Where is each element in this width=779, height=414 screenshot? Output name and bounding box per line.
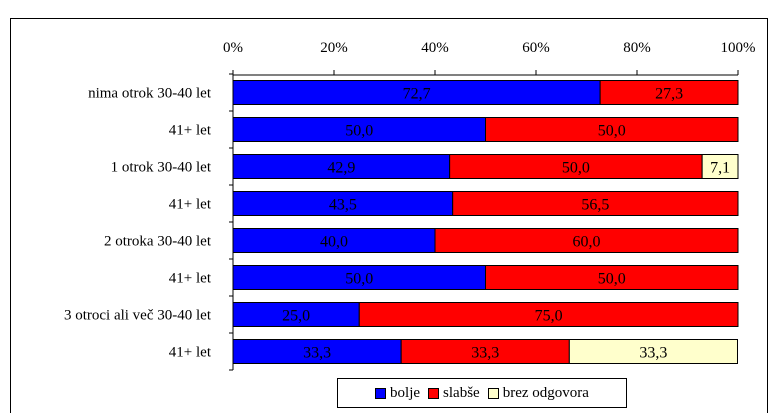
data-label: 50,0 (598, 123, 626, 140)
bar-segment (232, 302, 360, 327)
bar-segment (568, 339, 738, 364)
legend-item: brez odgovora (487, 384, 589, 402)
data-label: 33,3 (471, 345, 499, 362)
bar-segment (232, 191, 454, 216)
bar-segment (434, 228, 739, 253)
x-tick-label: 80% (623, 40, 651, 56)
x-tick-label: 60% (522, 40, 550, 56)
data-label: 50,0 (345, 123, 373, 140)
data-label: 50,0 (562, 160, 590, 177)
data-label: 25,0 (282, 308, 310, 325)
x-tick-label: 100% (721, 40, 756, 56)
legend: bolje slabše brez odgovora (337, 378, 627, 408)
bar-segment (701, 154, 739, 179)
category-label: 41+ let (169, 197, 212, 213)
data-label: 75,0 (535, 308, 563, 325)
category-label: 41+ let (169, 123, 212, 139)
data-label: 50,0 (345, 271, 373, 288)
category-label: 2 otroka 30-40 let (104, 234, 212, 250)
data-label: 40,0 (320, 234, 348, 251)
category-label: nima otrok 30-40 let (88, 86, 212, 102)
bar-segment (232, 265, 486, 290)
bar-segment (400, 339, 570, 364)
data-label: 56,5 (581, 197, 609, 214)
data-label: 72,7 (403, 86, 431, 103)
legend-swatch (487, 387, 499, 399)
chart-frame (10, 18, 768, 413)
x-tick-label: 40% (421, 40, 449, 56)
legend-label: bolje (390, 384, 421, 401)
legend-label: slabše (443, 384, 480, 401)
category-label: 41+ let (169, 271, 212, 287)
bar-segment (485, 117, 739, 142)
data-label: 33,3 (639, 345, 667, 362)
bar-segment (449, 154, 703, 179)
bar-segment (232, 228, 436, 253)
legend-item: slabše (428, 385, 480, 402)
bar-segment (599, 80, 739, 105)
legend-swatch (375, 387, 387, 399)
data-label: 33,3 (303, 345, 331, 362)
category-label: 1 otrok 30-40 let (111, 160, 212, 176)
data-label: 43,5 (329, 197, 357, 214)
legend-item: bolje (375, 385, 420, 402)
data-label: 50,0 (598, 271, 626, 288)
legend-swatch (428, 387, 440, 399)
legend-label: brez odgovora (502, 384, 589, 401)
bar-segment (452, 191, 739, 216)
data-label: 42,9 (327, 160, 355, 177)
x-tick-label: 0% (223, 40, 243, 56)
bar-segment (232, 339, 402, 364)
data-label: 60,0 (573, 234, 601, 251)
bar-segment (358, 302, 739, 327)
data-label: 7,1 (710, 160, 730, 177)
category-label: 41+ let (169, 345, 212, 361)
data-label: 27,3 (655, 86, 683, 103)
bar-segment (485, 265, 739, 290)
category-label: 3 otroci ali več 30-40 let (64, 308, 212, 324)
x-tick-label: 20% (320, 40, 348, 56)
